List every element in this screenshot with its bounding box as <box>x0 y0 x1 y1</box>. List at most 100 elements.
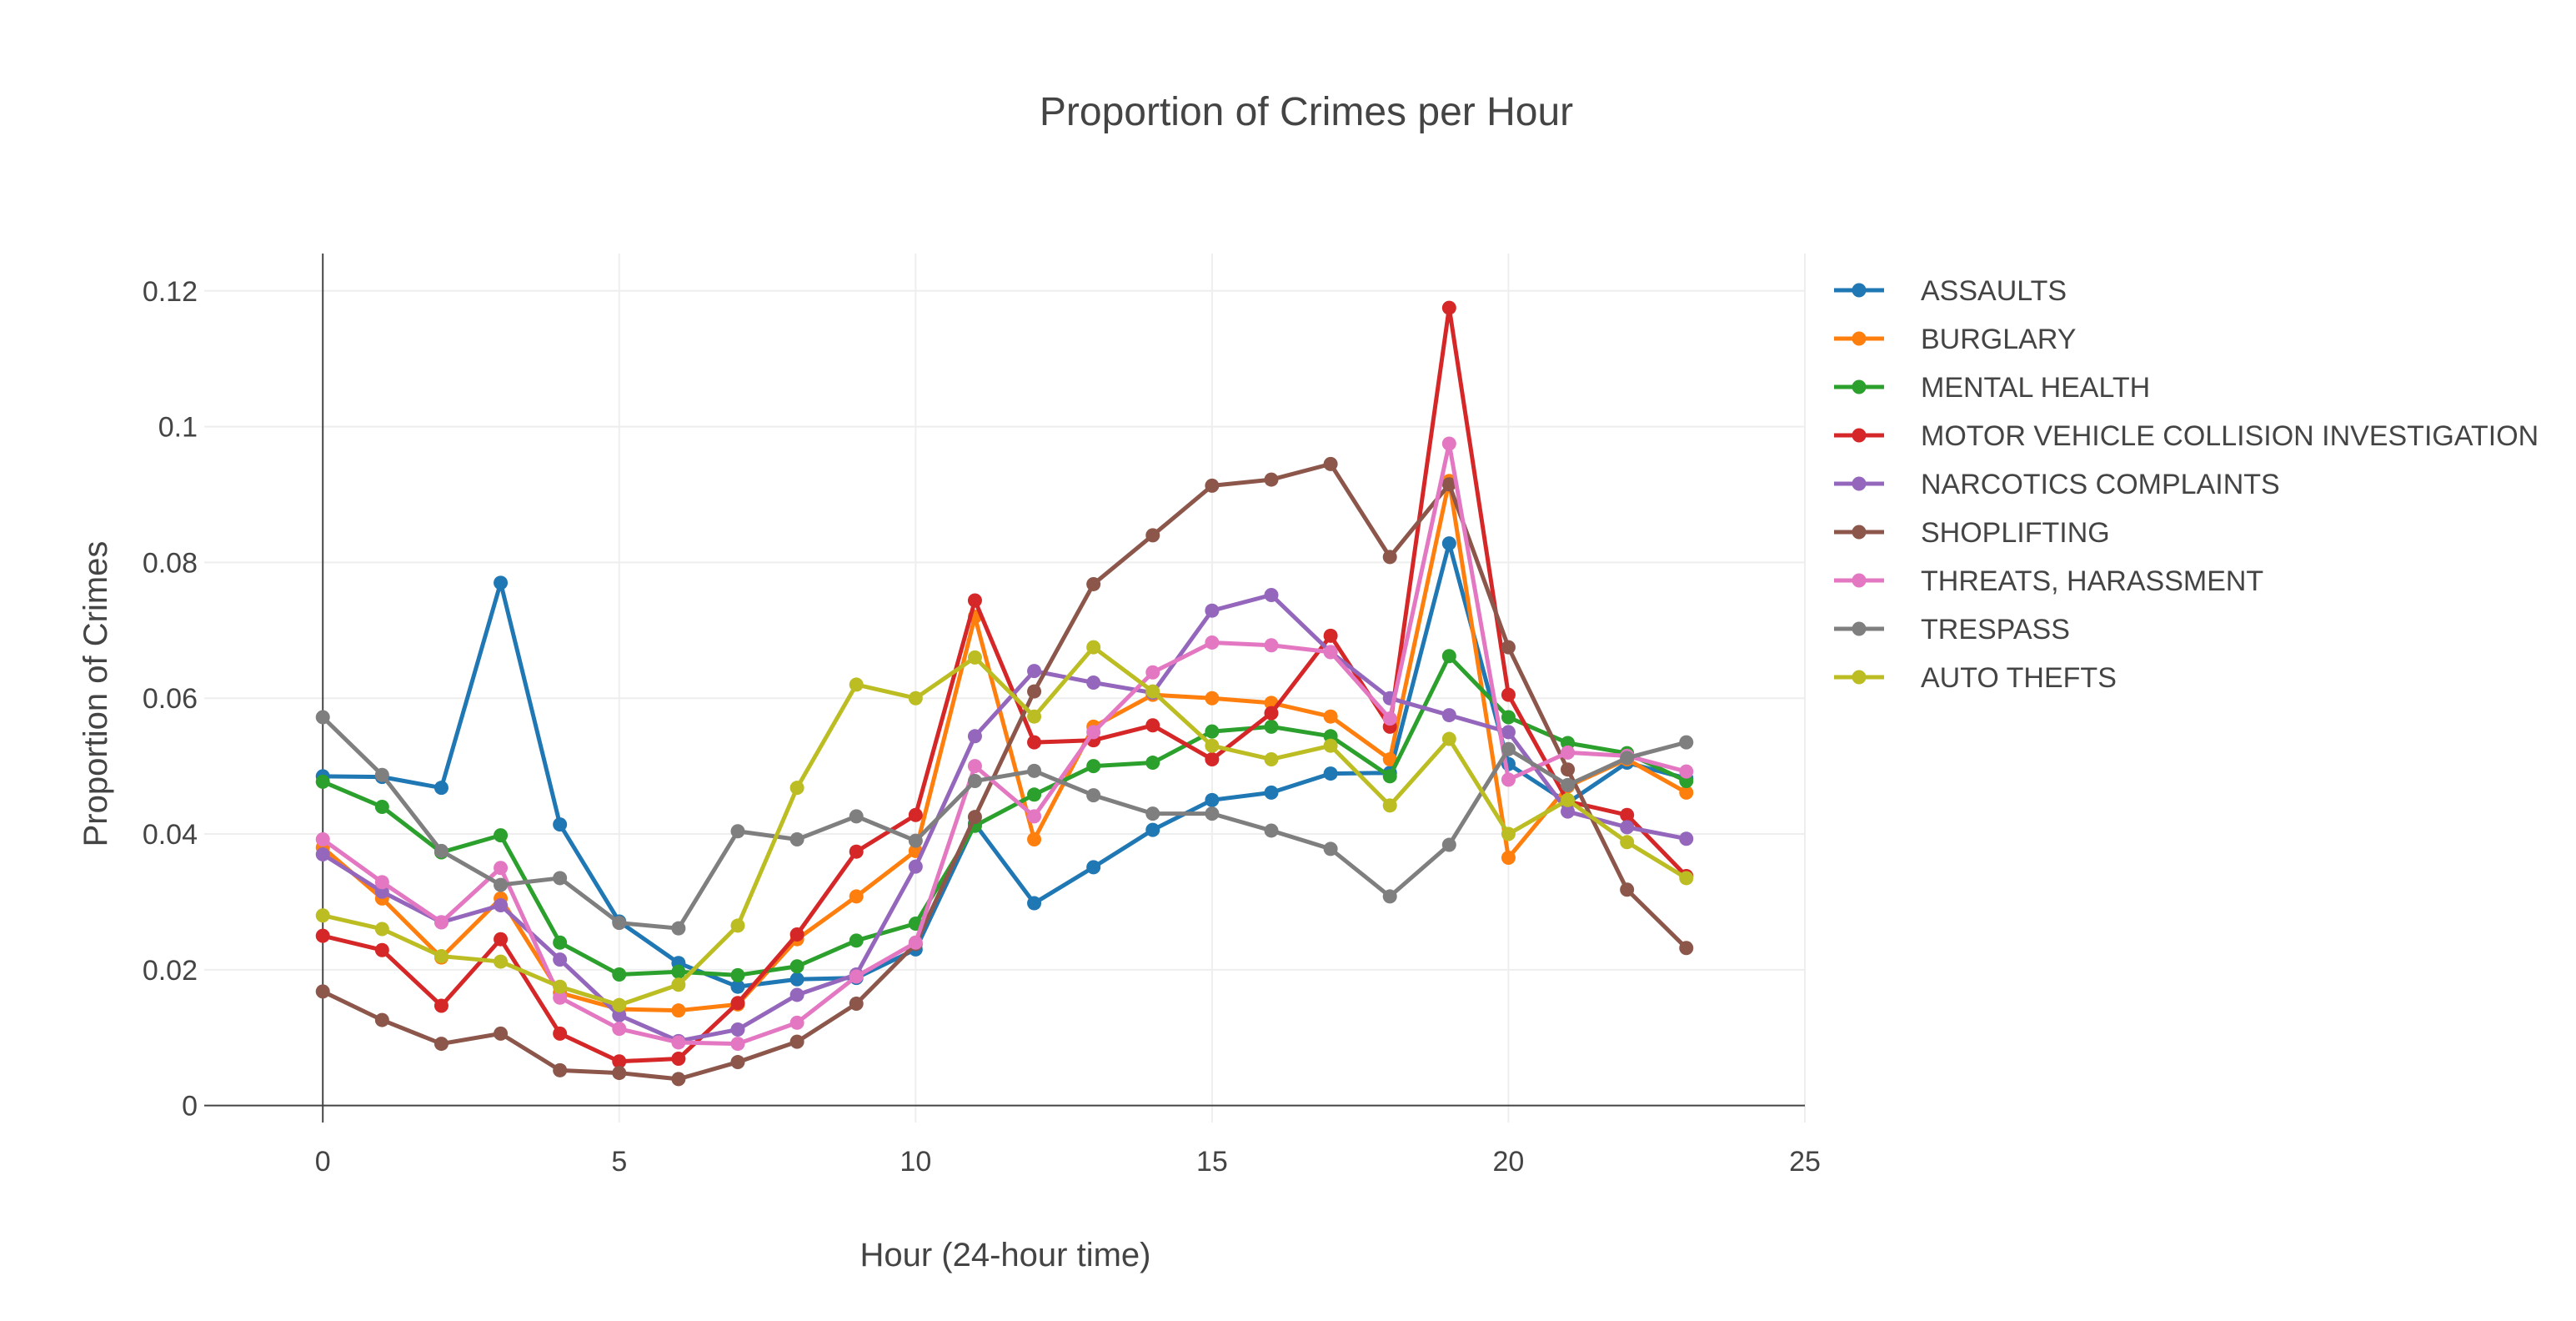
data-point[interactable] <box>494 877 509 892</box>
data-point[interactable] <box>1620 835 1635 850</box>
data-point[interactable] <box>1145 684 1160 699</box>
data-point[interactable] <box>1205 603 1220 618</box>
data-point[interactable] <box>315 846 330 861</box>
data-point[interactable] <box>1441 436 1456 451</box>
data-point[interactable] <box>553 871 568 886</box>
data-point[interactable] <box>730 1055 745 1070</box>
data-point[interactable] <box>730 824 745 839</box>
data-point[interactable] <box>612 1066 627 1081</box>
data-point[interactable] <box>908 859 923 874</box>
data-point[interactable] <box>849 889 864 904</box>
data-point[interactable] <box>1382 550 1397 565</box>
data-point[interactable] <box>1027 735 1042 750</box>
data-point[interactable] <box>730 967 745 982</box>
data-point[interactable] <box>1205 724 1220 739</box>
data-point[interactable] <box>1382 798 1397 813</box>
data-point[interactable] <box>434 998 449 1013</box>
data-point[interactable] <box>1679 941 1694 956</box>
legend-item[interactable]: MOTOR VEHICLE COLLISION INVESTIGATION <box>1834 420 2538 452</box>
data-point[interactable] <box>967 729 982 744</box>
data-point[interactable] <box>1205 691 1220 706</box>
data-point[interactable] <box>1679 735 1694 750</box>
data-point[interactable] <box>374 942 389 957</box>
data-point[interactable] <box>789 959 804 974</box>
data-point[interactable] <box>1323 645 1338 660</box>
data-point[interactable] <box>1501 851 1516 866</box>
legend-item[interactable]: NARCOTICS COMPLAINTS <box>1834 469 2280 500</box>
data-point[interactable] <box>553 990 568 1005</box>
data-point[interactable] <box>1264 785 1279 800</box>
legend-item[interactable]: MENTAL HEALTH <box>1834 372 2150 404</box>
data-point[interactable] <box>1086 675 1101 690</box>
data-point[interactable] <box>374 922 389 937</box>
data-point[interactable] <box>494 954 509 969</box>
data-point[interactable] <box>1027 709 1042 724</box>
legend-item[interactable]: SHOPLIFTING <box>1834 517 2110 549</box>
data-point[interactable] <box>1441 649 1456 664</box>
data-point[interactable] <box>1620 751 1635 766</box>
data-point[interactable] <box>374 799 389 814</box>
data-point[interactable] <box>612 997 627 1012</box>
data-point[interactable] <box>671 1072 686 1087</box>
data-point[interactable] <box>494 898 509 912</box>
legend-item[interactable]: AUTO THEFTS <box>1834 662 2117 694</box>
data-point[interactable] <box>1441 536 1456 551</box>
data-point[interactable] <box>849 677 864 692</box>
data-point[interactable] <box>1323 738 1338 753</box>
data-point[interactable] <box>730 918 745 933</box>
data-point[interactable] <box>434 843 449 858</box>
data-point[interactable] <box>315 774 330 789</box>
data-point[interactable] <box>1027 763 1042 778</box>
data-point[interactable] <box>374 1012 389 1027</box>
data-point[interactable] <box>1145 528 1160 543</box>
data-point[interactable] <box>789 972 804 987</box>
data-point[interactable] <box>1027 832 1042 847</box>
data-point[interactable] <box>434 949 449 964</box>
data-point[interactable] <box>1561 745 1576 760</box>
data-point[interactable] <box>1145 822 1160 837</box>
data-point[interactable] <box>967 650 982 665</box>
data-point[interactable] <box>671 921 686 936</box>
data-point[interactable] <box>1205 478 1220 493</box>
data-point[interactable] <box>671 1051 686 1066</box>
data-point[interactable] <box>1441 731 1456 746</box>
data-point[interactable] <box>849 969 864 984</box>
data-point[interactable] <box>1501 640 1516 655</box>
data-point[interactable] <box>1501 687 1516 702</box>
data-point[interactable] <box>671 977 686 992</box>
data-point[interactable] <box>315 928 330 943</box>
data-point[interactable] <box>789 1015 804 1030</box>
data-point[interactable] <box>1679 764 1694 779</box>
data-point[interactable] <box>1205 635 1220 650</box>
legend-item[interactable]: ASSAULTS <box>1834 275 2067 307</box>
data-point[interactable] <box>1561 762 1576 777</box>
data-point[interactable] <box>1323 841 1338 856</box>
data-point[interactable] <box>553 935 568 950</box>
data-point[interactable] <box>612 916 627 931</box>
data-point[interactable] <box>789 927 804 942</box>
data-point[interactable] <box>1441 477 1456 492</box>
data-point[interactable] <box>494 575 509 590</box>
data-point[interactable] <box>612 1054 627 1069</box>
data-point[interactable] <box>967 593 982 608</box>
data-point[interactable] <box>553 952 568 967</box>
data-point[interactable] <box>1145 806 1160 821</box>
data-point[interactable] <box>1145 665 1160 680</box>
data-point[interactable] <box>1145 718 1160 733</box>
legend-item[interactable]: TRESPASS <box>1834 614 2070 645</box>
data-point[interactable] <box>1323 628 1338 643</box>
data-point[interactable] <box>671 1003 686 1018</box>
data-point[interactable] <box>671 964 686 979</box>
data-point[interactable] <box>1264 638 1279 653</box>
data-point[interactable] <box>1323 709 1338 724</box>
data-point[interactable] <box>315 908 330 923</box>
data-point[interactable] <box>1620 820 1635 835</box>
data-point[interactable] <box>1501 725 1516 740</box>
data-point[interactable] <box>374 875 389 890</box>
data-point[interactable] <box>1086 725 1101 740</box>
data-point[interactable] <box>908 833 923 848</box>
data-point[interactable] <box>553 979 568 994</box>
data-point[interactable] <box>434 781 449 796</box>
data-point[interactable] <box>1441 708 1456 723</box>
data-point[interactable] <box>1382 889 1397 904</box>
